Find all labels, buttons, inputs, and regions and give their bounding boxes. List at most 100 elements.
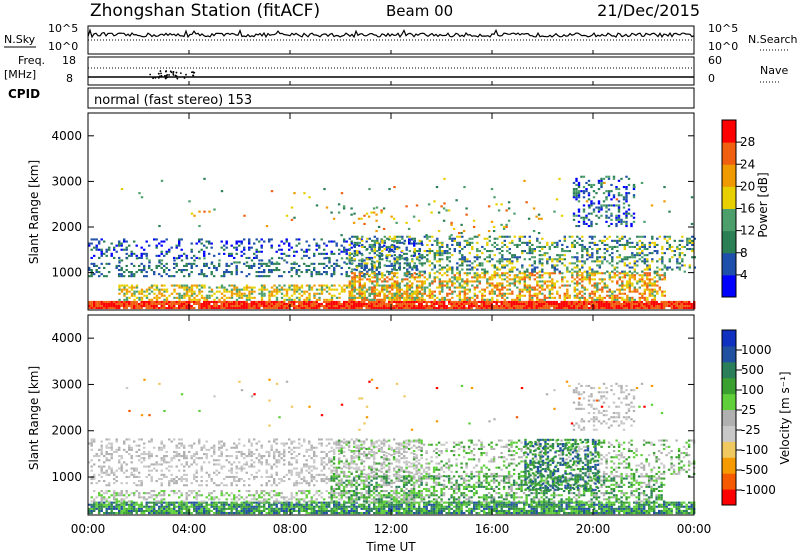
velocity-cell (173, 510, 175, 512)
power-cell (450, 222, 452, 224)
power-cell (574, 291, 576, 293)
power-cell (138, 293, 140, 295)
power-cell (506, 289, 508, 291)
power-cell (356, 276, 358, 278)
power-cell (579, 291, 581, 293)
power-cell (236, 247, 238, 249)
velocity-cell (106, 512, 108, 514)
power-cell (659, 278, 661, 280)
power-cell (418, 303, 420, 305)
power-cell (621, 297, 623, 299)
power-cell (278, 285, 280, 287)
power-cell (559, 295, 561, 297)
power-cell (379, 258, 381, 260)
power-cell (421, 301, 423, 303)
power-data (88, 176, 696, 309)
velocity-cell (143, 512, 145, 514)
power-cell (649, 242, 651, 244)
power-cell (499, 276, 501, 278)
power-cell (236, 299, 238, 301)
power-cell (514, 256, 516, 258)
power-cell (581, 301, 583, 303)
power-cell (396, 258, 398, 260)
power-cell (464, 282, 466, 284)
power-cell (578, 215, 580, 217)
power-cell (233, 285, 235, 287)
power-cell (421, 297, 423, 299)
power-cell (116, 301, 118, 303)
power-cell (568, 307, 570, 309)
velocity-cell (178, 510, 180, 512)
power-cell (348, 275, 350, 277)
power-cell (181, 303, 183, 305)
power-cell (399, 267, 401, 269)
power-cell (466, 293, 468, 295)
power-cell (643, 221, 645, 223)
power-cell (298, 301, 300, 303)
power-cell (188, 297, 190, 299)
power-cell (298, 265, 300, 267)
power-cell (476, 254, 478, 256)
power-cell (541, 269, 543, 271)
power-cell (421, 295, 423, 297)
power-cell (529, 250, 531, 252)
power-cell (596, 297, 598, 299)
power-cell (466, 307, 468, 309)
power-cell (611, 291, 613, 293)
nave-dip-dot (168, 74, 170, 76)
power-cell (431, 297, 433, 299)
power-cell (596, 291, 598, 293)
velocity-cell (211, 506, 213, 508)
power-cell (218, 305, 220, 307)
power-cell (643, 307, 645, 309)
power-cell (561, 276, 563, 278)
power-cell (649, 291, 651, 293)
power-cell (471, 276, 473, 278)
power-cell (241, 251, 243, 253)
power-cell (618, 219, 620, 221)
power-cell (376, 293, 378, 295)
power-cell (426, 258, 428, 260)
power-cell (206, 301, 208, 303)
power-cell (621, 287, 623, 289)
power-cell (554, 267, 556, 269)
power-cell (171, 301, 173, 303)
power-cell (178, 255, 180, 257)
power-cell (131, 253, 133, 255)
power-cell (526, 307, 528, 309)
power-cell (481, 262, 483, 264)
power-cell (141, 299, 143, 301)
power-cell (461, 285, 463, 287)
power-cell (446, 252, 448, 254)
power-cell (286, 255, 288, 257)
power-cell (203, 301, 205, 303)
power-cell (589, 295, 591, 297)
power-cell (391, 276, 393, 278)
power-cell (366, 297, 368, 299)
power-cell (546, 242, 548, 244)
power-cell (651, 295, 653, 297)
power-cell (136, 305, 138, 307)
power-cell (691, 196, 693, 198)
power-cell (508, 207, 510, 209)
power-cell (128, 245, 130, 247)
power-cell (188, 275, 190, 277)
power-cell (416, 295, 418, 297)
velocity-cell (336, 508, 338, 510)
power-cell (193, 301, 195, 303)
velocity-cell (178, 504, 180, 506)
power-cell (595, 207, 597, 209)
power-cell (248, 287, 250, 289)
power-cell (146, 241, 148, 243)
power-cell (501, 289, 503, 291)
power-cell (261, 305, 263, 307)
power-cell (176, 293, 178, 295)
power-cell (644, 248, 646, 250)
power-cell (379, 264, 381, 266)
power-cell (353, 295, 355, 297)
power-cell (469, 244, 471, 246)
power-cell (618, 180, 620, 182)
power-cell (291, 301, 293, 303)
power-cell (371, 305, 373, 307)
power-cell (384, 278, 386, 280)
